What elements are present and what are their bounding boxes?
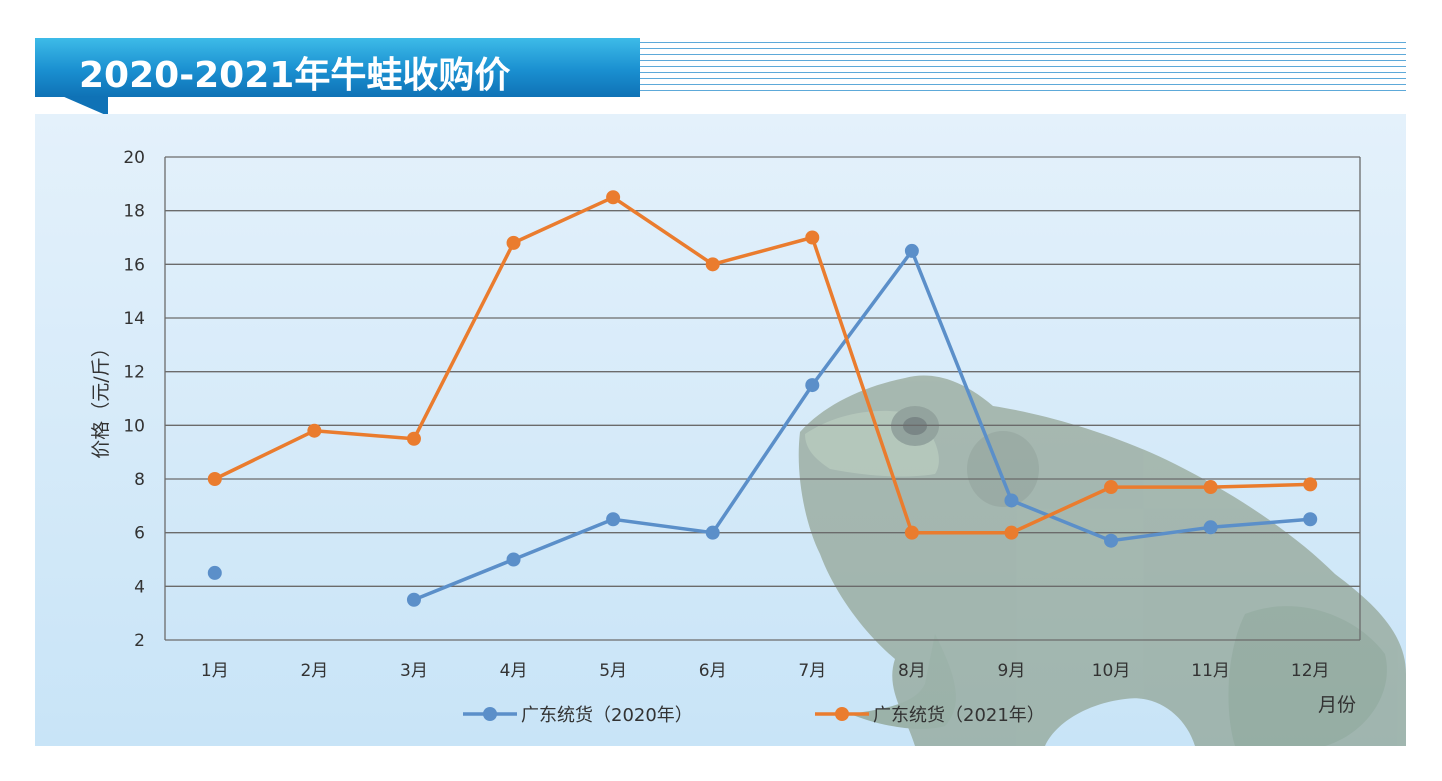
y-tick-label: 8 bbox=[134, 470, 145, 490]
data-point bbox=[1104, 533, 1119, 548]
data-point bbox=[1004, 493, 1019, 508]
x-tick-label: 3月 bbox=[400, 661, 428, 681]
data-point bbox=[506, 235, 521, 250]
banner-tail bbox=[62, 96, 108, 116]
y-tick-label: 2 bbox=[134, 631, 145, 651]
y-tick-label: 10 bbox=[123, 416, 145, 436]
series-line bbox=[413, 249, 1311, 602]
data-point bbox=[1303, 512, 1318, 527]
data-point bbox=[606, 190, 621, 205]
legend-label: 广东统货（2021年） bbox=[873, 705, 1045, 726]
data-point bbox=[1203, 520, 1218, 535]
y-tick-label: 4 bbox=[134, 577, 145, 597]
frog-hind-leg bbox=[1228, 606, 1387, 746]
data-point bbox=[1303, 477, 1318, 492]
x-tick-label: 9月 bbox=[998, 661, 1026, 681]
data-point bbox=[406, 592, 421, 607]
data-point bbox=[805, 378, 820, 393]
x-tick-label: 5月 bbox=[599, 661, 627, 681]
legend-swatch-marker bbox=[835, 707, 849, 721]
series-line bbox=[214, 195, 1311, 535]
data-point bbox=[805, 230, 820, 245]
x-tick-label: 10月 bbox=[1092, 661, 1131, 681]
x-tick-label: 11月 bbox=[1191, 661, 1230, 681]
chart-panel: 2 4 6 8 10 12 14 16 18 20 1月 2月 3月 4月 5月 6月 7月 8月 9月 10月 11月… bbox=[35, 114, 1406, 746]
page-title: 2020-2021年牛蛙收购价 bbox=[79, 55, 511, 96]
legend-label: 广东统货（2020年） bbox=[521, 705, 693, 726]
y-tick-label: 6 bbox=[134, 524, 145, 544]
y-tick-label: 16 bbox=[123, 255, 145, 275]
data-point bbox=[1104, 480, 1119, 495]
bullfrog-image bbox=[798, 375, 1406, 746]
data-point bbox=[904, 525, 919, 540]
data-point bbox=[904, 243, 919, 258]
title-banner: 2020-2021年牛蛙收购价 bbox=[35, 38, 640, 97]
data-point bbox=[406, 431, 421, 446]
data-point bbox=[606, 512, 621, 527]
data-point bbox=[1004, 525, 1019, 540]
y-axis-label: 价格（元/斤） bbox=[90, 338, 112, 458]
data-point bbox=[207, 472, 222, 486]
x-axis-label: 月份 bbox=[1318, 694, 1356, 716]
line-chart: 2 4 6 8 10 12 14 16 18 20 1月 2月 3月 4月 5月 6月 7月 8月 9月 10月 11月… bbox=[90, 148, 1406, 746]
legend-swatch-marker bbox=[483, 707, 497, 721]
data-point bbox=[207, 565, 222, 580]
frog-eye-pupil bbox=[903, 417, 927, 435]
y-tick-label: 20 bbox=[123, 148, 145, 168]
plot-area: 2 4 6 8 10 12 14 16 18 20 1月 2月 3月 4月 5月 6月 7月 8月 9月 10月 11月… bbox=[90, 148, 1361, 726]
y-tick-label: 12 bbox=[123, 363, 145, 383]
y-tick-label: 18 bbox=[123, 202, 145, 222]
x-tick-label: 7月 bbox=[798, 661, 826, 681]
x-tick-label: 4月 bbox=[500, 661, 528, 681]
data-point bbox=[1203, 480, 1218, 495]
data-point bbox=[705, 525, 720, 540]
y-tick-label: 14 bbox=[123, 309, 145, 329]
x-tick-label: 8月 bbox=[898, 661, 926, 681]
data-point bbox=[506, 552, 521, 567]
x-tick-label: 2月 bbox=[300, 661, 328, 681]
data-point bbox=[307, 423, 322, 438]
frog-front-leg bbox=[850, 634, 956, 729]
frog-eardrum bbox=[967, 431, 1039, 507]
data-point bbox=[705, 257, 720, 272]
x-tick-label: 12月 bbox=[1291, 661, 1330, 681]
x-tick-label: 1月 bbox=[201, 661, 229, 681]
decorative-stripes bbox=[640, 42, 1406, 91]
x-tick-label: 6月 bbox=[699, 661, 727, 681]
